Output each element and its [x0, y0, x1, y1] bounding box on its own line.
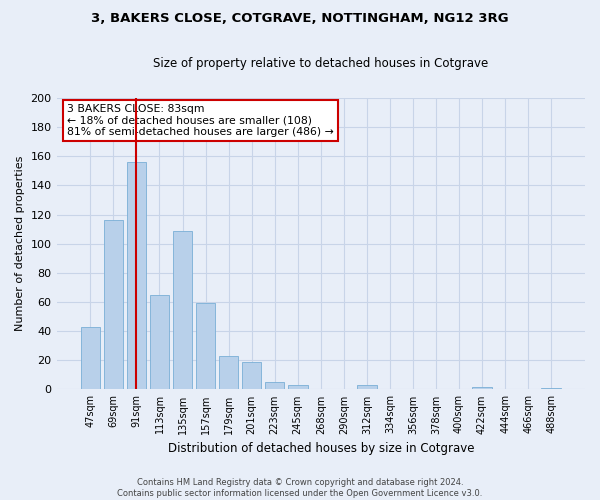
Bar	[104, 220, 123, 390]
Bar	[541, 388, 561, 390]
Text: Contains HM Land Registry data © Crown copyright and database right 2024.
Contai: Contains HM Land Registry data © Crown c…	[118, 478, 482, 498]
Bar	[357, 385, 377, 390]
Title: Size of property relative to detached houses in Cotgrave: Size of property relative to detached ho…	[153, 58, 488, 70]
Bar	[196, 304, 215, 390]
Bar	[219, 356, 238, 390]
Bar	[127, 162, 146, 390]
Bar	[173, 230, 193, 390]
Bar	[265, 382, 284, 390]
X-axis label: Distribution of detached houses by size in Cotgrave: Distribution of detached houses by size …	[167, 442, 474, 455]
Bar	[288, 385, 308, 390]
Bar	[80, 327, 100, 390]
Bar	[472, 386, 492, 390]
Bar	[242, 362, 262, 390]
Y-axis label: Number of detached properties: Number of detached properties	[15, 156, 25, 332]
Text: 3 BAKERS CLOSE: 83sqm
← 18% of detached houses are smaller (108)
81% of semi-det: 3 BAKERS CLOSE: 83sqm ← 18% of detached …	[67, 104, 334, 137]
Bar	[149, 294, 169, 390]
Text: 3, BAKERS CLOSE, COTGRAVE, NOTTINGHAM, NG12 3RG: 3, BAKERS CLOSE, COTGRAVE, NOTTINGHAM, N…	[91, 12, 509, 26]
